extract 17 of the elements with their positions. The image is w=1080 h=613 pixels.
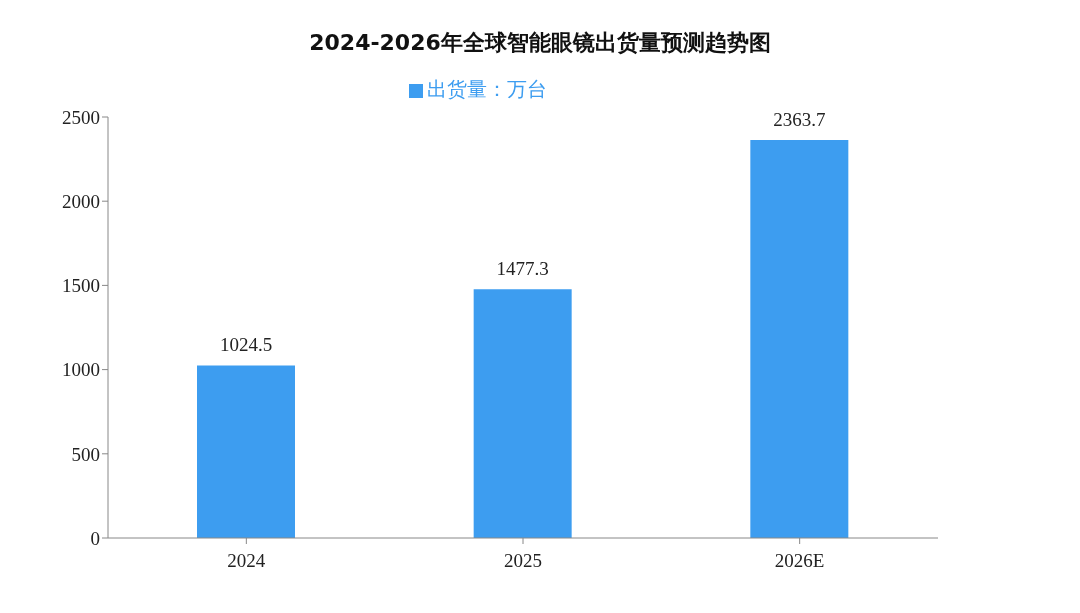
legend-label: 出货量：万台 xyxy=(427,77,547,101)
data-label: 1024.5 xyxy=(219,334,273,356)
y-tick-label: 2000 xyxy=(62,190,100,212)
y-tick-label: 0 xyxy=(90,527,100,549)
x-tick-label: 2024 xyxy=(227,550,266,572)
bar xyxy=(750,139,849,538)
y-tick-label: 500 xyxy=(71,443,100,465)
y-tick-label: 1000 xyxy=(62,359,100,381)
y-tick-label: 1500 xyxy=(62,275,100,297)
x-tick-label: 2026E xyxy=(774,550,825,572)
chart-title: 2024-2026年全球智能眼镜出货量预测趋势图 xyxy=(308,29,772,57)
x-tick-label: 2025 xyxy=(504,550,542,572)
bar xyxy=(473,289,572,538)
data-label: 1477.3 xyxy=(496,258,549,280)
data-label: 2363.7 xyxy=(773,108,826,130)
bar xyxy=(197,365,295,538)
y-tick-label: 2500 xyxy=(62,106,100,128)
